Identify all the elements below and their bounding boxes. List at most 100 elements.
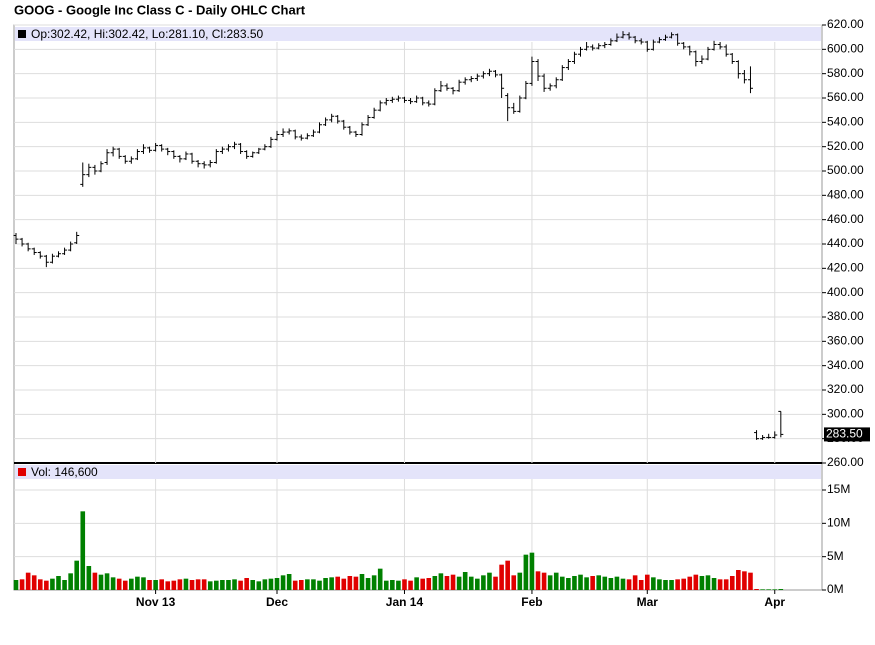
volume-bar [377,568,383,590]
y-tick-label: 600.00 [827,42,864,56]
volume-bar [487,572,492,590]
volume-bar [371,575,377,590]
volume-bar [736,570,741,590]
price-info-strip [15,27,821,41]
volume-bar [475,578,480,590]
volume-tick-label: 0M [827,582,844,596]
volume-bar [444,576,450,590]
y-tick-label: 340.00 [827,358,864,372]
volume-bar [572,576,577,590]
volume-bar [135,576,140,590]
volume-bar [711,578,717,590]
volume-bar [462,572,468,590]
y-tick-label: 620.00 [827,17,864,31]
volume-bar [280,575,286,590]
volume-bar [177,579,183,590]
volume-bar [748,572,753,590]
volume-bar [13,580,19,590]
volume-bar [426,578,432,590]
x-tick-label: Apr [764,595,785,609]
volume-bar [456,576,462,590]
volume-bar [699,576,705,590]
volume-bar [742,571,747,590]
plot-frame [13,24,823,591]
volume-bar [195,579,201,590]
volume-bar [37,579,43,590]
volume-bar [110,577,116,590]
volume-bar [408,580,413,590]
y-tick-label: 520.00 [827,139,864,153]
y-tick-label: 580.00 [827,66,864,80]
volume-bar [620,578,626,590]
volume-bar [335,576,341,590]
y-tick-label: 420.00 [827,261,864,275]
y-tick-label: 320.00 [827,382,864,396]
volume-bar [274,578,280,590]
volume-bar [44,580,49,590]
volume-bar [171,580,177,590]
volume-bar [359,574,365,590]
volume-bar [390,580,395,590]
volume-bar [450,574,456,590]
volume-bar [62,580,67,590]
volume-bar [347,576,353,590]
y-tick-label: 560.00 [827,90,864,104]
volume-bar [632,575,638,590]
volume-bar [705,575,711,590]
volume-bar [608,578,614,590]
volume-bar [693,574,699,590]
volume-bar [590,576,595,590]
price-info: Op:302.42, Hi:302.42, Lo:281.10, Cl:283.… [31,27,263,41]
volume-bar [614,576,620,590]
y-tick-label: 460.00 [827,212,864,226]
last-price-label: 283.50 [826,427,863,441]
volume-bar [523,554,529,590]
volume-bar [505,560,510,590]
volume-bar [717,579,723,590]
volume-bar [214,580,219,590]
volume-bar [323,578,328,590]
y-tick-label: 260.00 [827,455,864,469]
volume-tick-label: 10M [827,516,850,530]
volume-bar [25,572,31,590]
volume-bar [141,577,146,590]
y-tick-label: 360.00 [827,334,864,348]
volume-bar [298,580,304,590]
y-tick-label: 500.00 [827,163,864,177]
volume-bar [754,589,759,590]
volume-bar [80,511,86,590]
volume-bar [669,580,674,590]
volume-bar [766,589,771,590]
volume-bar [183,578,189,590]
volume-bar [244,578,249,590]
volume-bar [226,580,231,590]
volume-bar [420,578,425,590]
volume-bar [92,572,98,590]
volume-bar [147,580,152,590]
volume-bar [499,564,504,590]
volume-bar [311,579,316,590]
volume-bar [165,581,171,590]
volume-bar [50,578,55,590]
volume-icon [18,468,26,476]
volume-bar [159,579,164,590]
volume-bar [317,580,322,590]
volume-tick-label: 5M [827,549,844,563]
y-tick-label: 480.00 [827,188,864,202]
y-tick-label: 300.00 [827,407,864,421]
volume-bar [566,578,571,590]
volume-tick-label: 15M [827,482,850,496]
grid [14,24,822,590]
y-tick-label: 440.00 [827,236,864,250]
volume-bar [493,576,498,590]
volume-bar [250,580,256,590]
volume-bar [511,575,517,590]
volume-bar [529,552,535,590]
volume-bar [116,578,122,590]
y-tick-label: 380.00 [827,309,864,323]
volume-bar [129,578,134,590]
volume-bar [772,589,778,590]
volume-bar [122,580,128,590]
volume-bar [560,576,565,590]
